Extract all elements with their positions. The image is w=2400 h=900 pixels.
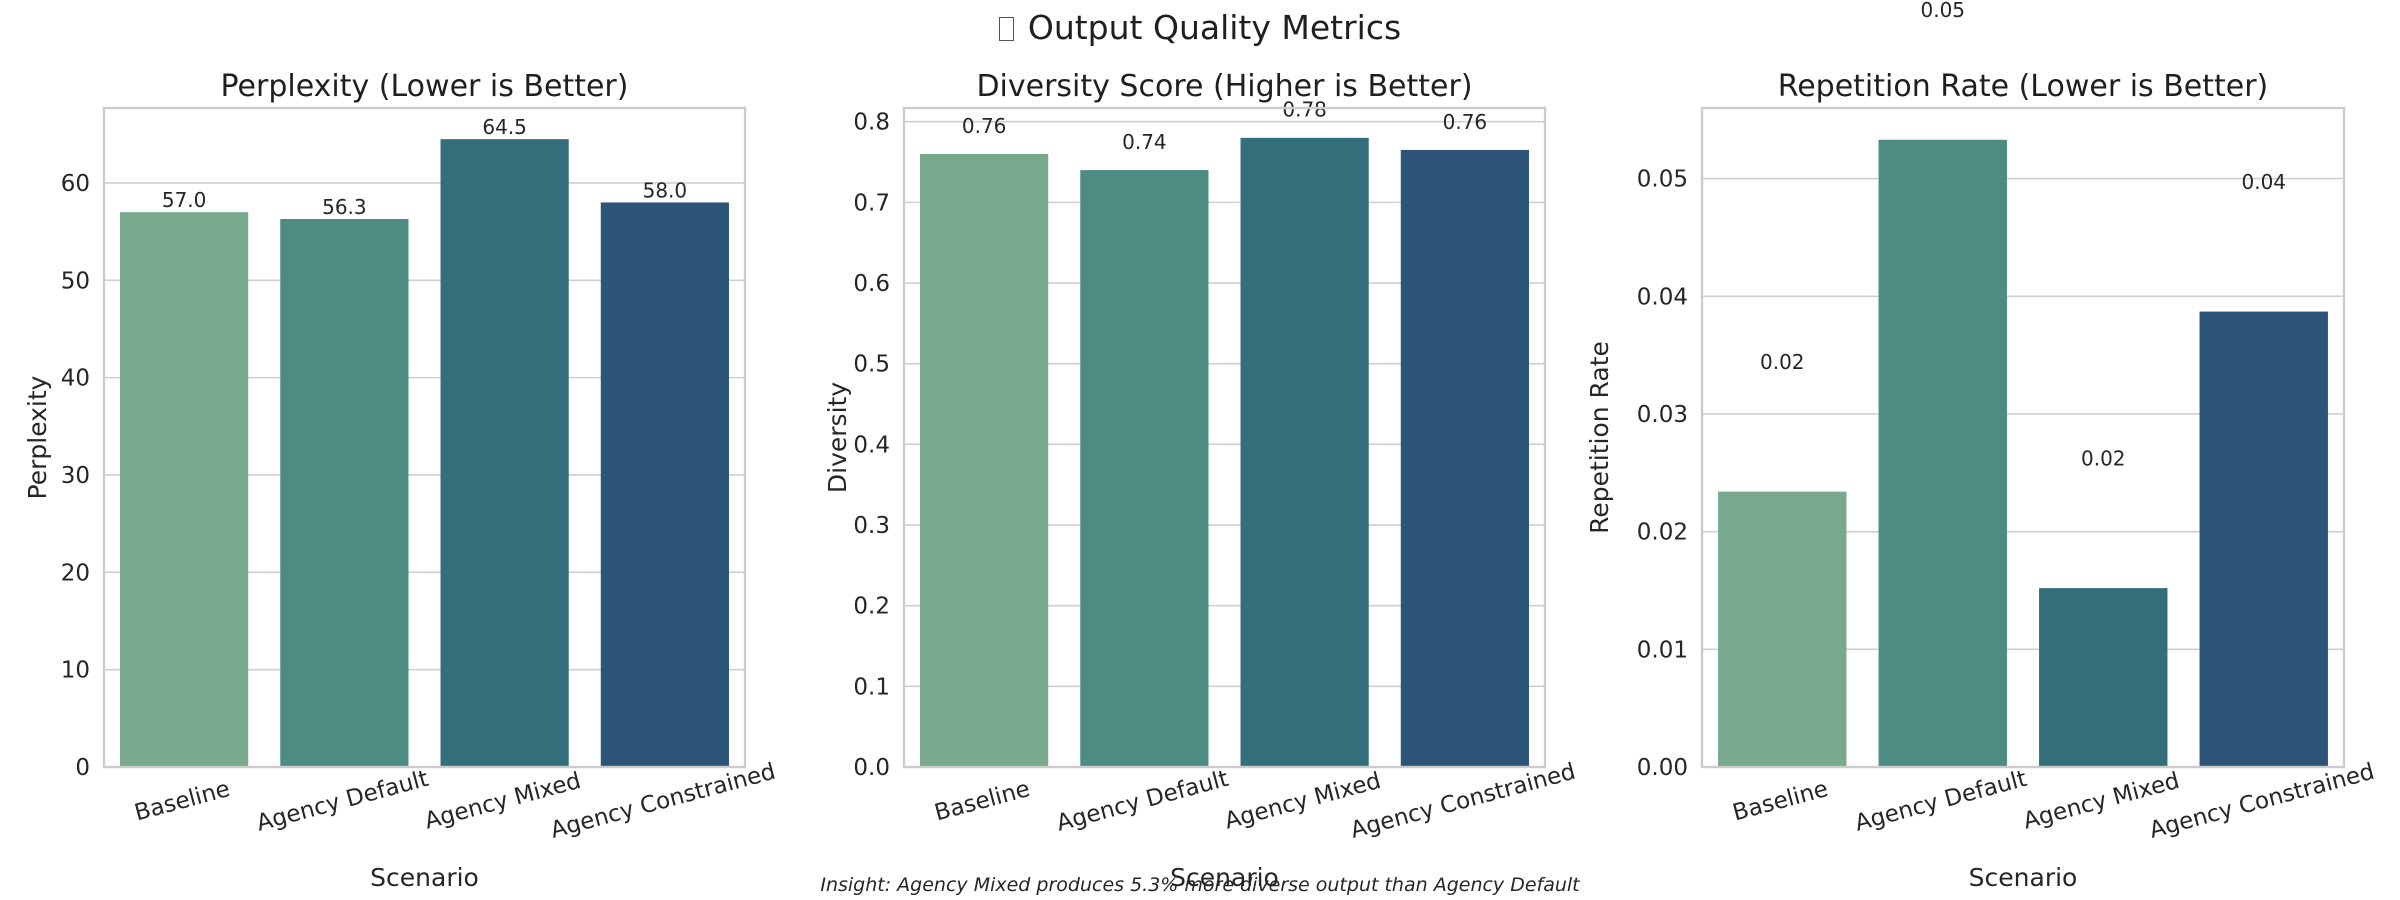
axes-frame bbox=[102, 106, 747, 769]
data-label: 0.78 bbox=[1282, 98, 1327, 122]
chart-panel-3: 0.02 0.05 0.02 0.04 0.00 0.01 0.02 0.03 0.04 0.05… bbox=[1585, 0, 2377, 892]
chart-panel-1: 57.0 56.3 64.5 58.0 0 10 20 30 40 50 60 Baseline Age… bbox=[23, 69, 778, 892]
x-tick-label: Baseline bbox=[932, 776, 1033, 826]
y-axis-label: Perplexity bbox=[23, 375, 52, 499]
x-axis-label: Scenario bbox=[1969, 863, 2078, 892]
data-label: 0.76 bbox=[1443, 110, 1488, 134]
data-label: 0.76 bbox=[962, 114, 1007, 138]
y-tick-label: 0.01 bbox=[1637, 637, 1688, 663]
x-tick-label: Agency Default bbox=[1054, 766, 1231, 837]
insight-caption: Insight: Agency Mixed produces 5.3% more… bbox=[820, 874, 1580, 896]
data-label: 56.3 bbox=[322, 195, 367, 219]
y-tick-label: 50 bbox=[61, 268, 90, 294]
y-tick-label: 0.4 bbox=[853, 432, 890, 458]
y-tick-label: 20 bbox=[61, 560, 90, 586]
bar-agency-constrained bbox=[1400, 149, 1529, 767]
y-axis-label: Diversity bbox=[823, 382, 852, 493]
data-label: 0.04 bbox=[2241, 170, 2286, 194]
data-label: 58.0 bbox=[643, 178, 688, 202]
x-tick-label: Agency Default bbox=[254, 766, 431, 837]
data-label: 0.02 bbox=[1760, 350, 1805, 374]
x-tick-label: Baseline bbox=[1730, 776, 1831, 826]
y-tick-label: 0.8 bbox=[853, 110, 890, 136]
axes-frame bbox=[1700, 106, 2346, 769]
data-label: 0.74 bbox=[1122, 130, 1167, 154]
bar-baseline bbox=[120, 212, 249, 767]
bar-baseline bbox=[920, 153, 1049, 767]
data-label: 57.0 bbox=[162, 188, 207, 212]
y-tick-label: 0.05 bbox=[1637, 167, 1688, 193]
y-tick-label: 0.7 bbox=[853, 190, 890, 216]
y-tick-label: 0.0 bbox=[853, 755, 890, 781]
placeholder-glyph-icon bbox=[998, 17, 1014, 41]
bar-agency-mixed bbox=[1240, 137, 1369, 768]
y-tick-label: 0.6 bbox=[853, 271, 890, 297]
bar-agency-default bbox=[280, 218, 409, 767]
y-tick-label: 60 bbox=[61, 171, 90, 197]
x-tick-label: Agency Constrained bbox=[548, 759, 778, 844]
figure-title: Output Quality Metrics bbox=[1027, 8, 1402, 47]
panel-title: Perplexity (Lower is Better) bbox=[221, 69, 629, 104]
bar-agency-mixed bbox=[440, 139, 569, 768]
panel-title: Diversity Score (Higher is Better) bbox=[976, 69, 1472, 104]
axes-frame bbox=[902, 106, 1547, 769]
y-tick-label: 0.00 bbox=[1637, 755, 1688, 781]
x-tick-label: Baseline bbox=[132, 776, 233, 826]
panel-title: Repetition Rate (Lower is Better) bbox=[1778, 69, 2269, 104]
y-tick-label: 0.3 bbox=[853, 513, 890, 539]
figure-title-row: Output Quality Metrics bbox=[0, 8, 2400, 47]
x-tick-label: Agency Constrained bbox=[1348, 759, 1578, 844]
bar-agency-constrained bbox=[2199, 311, 2328, 767]
data-label: 64.5 bbox=[482, 115, 527, 139]
y-tick-label: 0.1 bbox=[853, 674, 890, 700]
data-label: 0.02 bbox=[2081, 446, 2126, 470]
bar-agency-default bbox=[1080, 170, 1209, 767]
data-label: 0.05 bbox=[1920, 0, 1965, 22]
y-tick-label: 30 bbox=[61, 463, 90, 489]
x-axis-label: Scenario bbox=[370, 863, 479, 892]
y-tick-label: 40 bbox=[61, 366, 90, 392]
y-tick-label: 0.03 bbox=[1637, 402, 1688, 428]
x-tick-label: Agency Default bbox=[1852, 766, 2029, 837]
x-axis-label: Scenario bbox=[1170, 863, 1279, 892]
chart-panel-2: 0.76 0.74 0.78 0.76 0.0 0.1 0.2 0.3 0.4 0.5 0.6 0.7… bbox=[823, 69, 1578, 892]
bar-agency-mixed bbox=[2039, 588, 2168, 767]
y-tick-label: 0.2 bbox=[853, 594, 890, 620]
bar-agency-constrained bbox=[600, 202, 729, 768]
y-tick-label: 0.5 bbox=[853, 352, 890, 378]
y-tick-label: 0.02 bbox=[1637, 520, 1688, 546]
bar-baseline bbox=[1718, 491, 1847, 767]
x-tick-label: Agency Constrained bbox=[2147, 759, 2377, 844]
y-tick-label: 0 bbox=[75, 755, 90, 781]
y-tick-label: 10 bbox=[61, 658, 90, 684]
bar-agency-default bbox=[1878, 139, 2007, 768]
y-axis-label: Repetition Rate bbox=[1585, 341, 1614, 534]
y-tick-label: 0.04 bbox=[1637, 284, 1688, 310]
